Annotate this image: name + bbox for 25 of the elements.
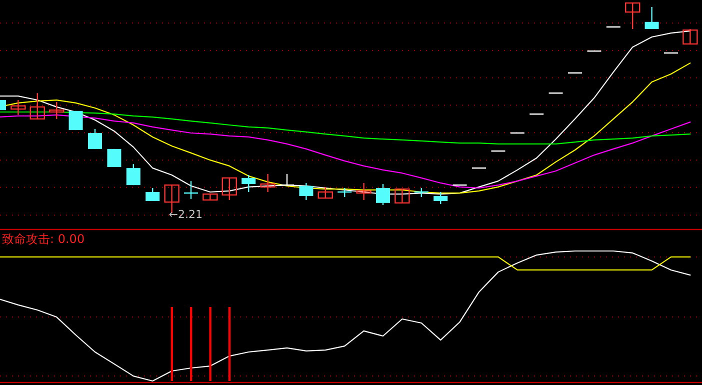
candlestick — [625, 2, 640, 30]
candlestick — [49, 101, 64, 120]
candlestick — [644, 6, 659, 30]
candlestick — [146, 187, 160, 202]
candlestick — [682, 28, 698, 45]
candlestick — [202, 194, 218, 201]
candlestick — [242, 174, 256, 193]
candlestick — [183, 180, 199, 200]
candlestick — [394, 188, 410, 204]
candlestick — [414, 187, 430, 198]
candlestick — [299, 182, 314, 201]
candlestick — [279, 173, 295, 187]
candlestick — [434, 191, 448, 205]
candlestick — [376, 183, 390, 206]
candlestick — [222, 177, 237, 201]
candlestick — [126, 163, 140, 186]
candlestick — [88, 128, 102, 150]
candlestick — [318, 186, 333, 199]
annotation: ←2.21 — [168, 208, 203, 221]
candlestick — [260, 173, 276, 193]
candlestick — [10, 99, 26, 116]
candlestick — [356, 182, 372, 201]
candlestick — [336, 187, 352, 198]
candlestick — [30, 92, 45, 120]
chart-title: 致命攻击: 0.00 — [2, 232, 85, 246]
